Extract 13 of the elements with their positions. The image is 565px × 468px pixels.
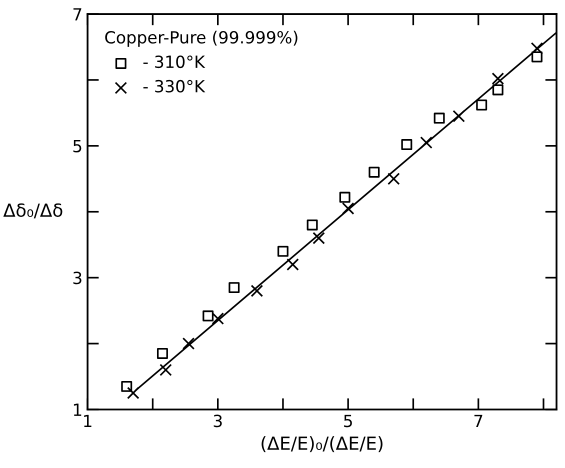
x-tick-label: 3	[214, 414, 222, 428]
x-axis-title: (ΔE/E)₀/(ΔE/E)	[262, 436, 382, 452]
legend-label: - 310°K	[143, 55, 206, 68]
y-tick-label: 7	[73, 8, 82, 20]
y-tick-label: 5	[73, 140, 82, 152]
y-tick-label: 1	[74, 404, 82, 416]
y-axis-title: Δδ₀/Δδ	[3, 203, 62, 218]
legend-title: Copper-Pure (99.999%)	[105, 30, 298, 47]
x-tick-label: 7	[474, 414, 482, 428]
x-tick-label: 5	[344, 414, 352, 428]
y-tick-label: 3	[73, 272, 82, 284]
x-tick-label: 1	[84, 414, 92, 428]
legend-label: - 330°K	[143, 80, 206, 93]
